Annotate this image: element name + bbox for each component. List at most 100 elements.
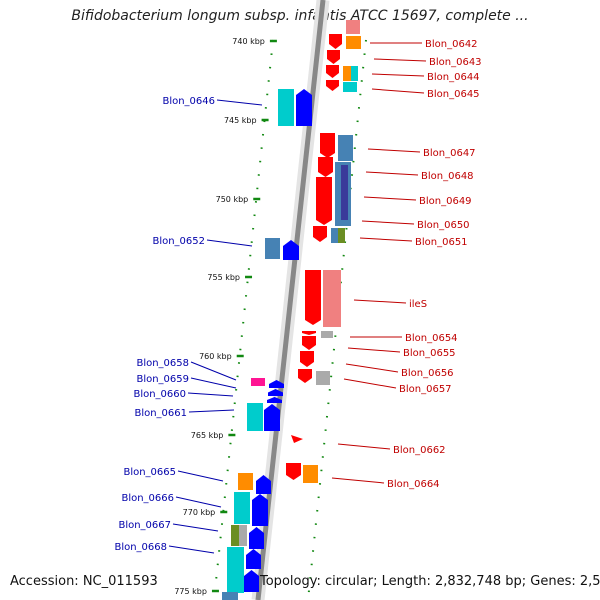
gene-arrow bbox=[249, 527, 264, 549]
callout-line bbox=[363, 196, 417, 201]
gene-label-right: Blon_0654 bbox=[405, 333, 458, 344]
gene-label-left: Blon_0666 bbox=[121, 493, 174, 504]
forward-strand-features bbox=[286, 20, 361, 483]
genome-summary-text: Topology: circular; Length: 2,832,748 bp… bbox=[260, 574, 600, 589]
gene-callouts: Blon_0642 Blon_0643 Blon_0644 Blon_0645 Blon… bbox=[114, 39, 482, 554]
gene-arrow bbox=[327, 50, 340, 64]
gene-label-right: Blon_0657 bbox=[399, 384, 452, 395]
scale-tick-label: 745 kbp bbox=[224, 116, 257, 125]
gene-label-left: Blon_0660 bbox=[133, 389, 186, 400]
callout-line bbox=[331, 477, 385, 484]
gene-label-right: Blon_0647 bbox=[423, 148, 476, 159]
callout-line bbox=[216, 99, 263, 106]
scale-ticks: 740 kbp 745 kbp 750 kbp 755 kbp 760 kbp 765 k… bbox=[174, 37, 277, 596]
cog-box bbox=[265, 238, 280, 259]
callout-line bbox=[337, 443, 391, 450]
gene-arrow bbox=[246, 549, 261, 569]
cog-box bbox=[278, 89, 294, 126]
gene-arrow bbox=[283, 240, 299, 260]
gene-arrow bbox=[313, 226, 327, 242]
cog-box bbox=[341, 165, 348, 220]
cog-box bbox=[316, 371, 330, 385]
cog-box bbox=[343, 82, 357, 92]
gene-arrow bbox=[305, 270, 321, 325]
cog-box bbox=[343, 66, 351, 81]
cog-box bbox=[239, 525, 247, 546]
callout-line bbox=[371, 88, 425, 94]
callout-line bbox=[188, 409, 235, 413]
gene-label-left: Blon_0652 bbox=[152, 236, 205, 247]
cog-box bbox=[222, 592, 238, 600]
cog-box bbox=[238, 473, 253, 490]
cog-box bbox=[323, 270, 341, 327]
gene-arrow bbox=[326, 65, 339, 78]
cog-box bbox=[231, 525, 239, 546]
scale-tick-label: 770 kbp bbox=[183, 508, 216, 517]
callout-line bbox=[371, 73, 425, 77]
gene-arrow bbox=[329, 34, 342, 49]
gene-label-right: Blon_0642 bbox=[425, 39, 478, 50]
callout-line bbox=[361, 220, 415, 225]
gene-arrow bbox=[267, 397, 282, 403]
gene-label-left: Blon_0659 bbox=[136, 374, 189, 385]
gene-arrow bbox=[300, 351, 314, 367]
scale-tick-label: 775 kbp bbox=[174, 587, 207, 596]
gene-label-right: Blon_0644 bbox=[427, 72, 480, 83]
cog-box bbox=[251, 378, 265, 386]
scale-tick-label: 760 kbp bbox=[199, 352, 232, 361]
cog-box bbox=[247, 403, 263, 431]
gene-arrow bbox=[298, 369, 312, 383]
callout-line bbox=[359, 237, 413, 242]
gene-label-right: Blon_0655 bbox=[403, 348, 456, 359]
callout-line bbox=[168, 545, 215, 554]
callout-line bbox=[206, 239, 253, 247]
gene-arrow bbox=[244, 570, 259, 592]
callout-line bbox=[175, 496, 222, 508]
gene-label-left: Blon_0661 bbox=[134, 408, 187, 419]
gene-label-left: Blon_0668 bbox=[114, 542, 167, 553]
cog-box bbox=[351, 66, 358, 81]
gene-arrow bbox=[316, 177, 332, 225]
gene-arrow bbox=[326, 80, 339, 91]
callout-line bbox=[367, 148, 421, 153]
callout-line bbox=[343, 378, 397, 389]
callout-line bbox=[347, 347, 401, 353]
cog-box bbox=[331, 228, 339, 243]
scale-tick-label: 755 kbp bbox=[207, 273, 240, 282]
gene-arrow bbox=[268, 389, 283, 396]
callout-line bbox=[172, 523, 219, 532]
gene-label-right: Blon_0649 bbox=[419, 196, 472, 207]
gene-label-right: Blon_0650 bbox=[417, 220, 470, 231]
cog-box bbox=[303, 465, 318, 483]
gene-arrow bbox=[252, 494, 268, 526]
gene-label-right: Blon_0656 bbox=[401, 368, 454, 379]
map-title: Bifidobacterium longum subsp. infantis A… bbox=[71, 8, 529, 24]
gene-arrow bbox=[291, 435, 303, 443]
gene-arrow bbox=[256, 475, 271, 494]
callout-line bbox=[345, 363, 399, 373]
gene-label-right: Blon_0648 bbox=[421, 171, 474, 182]
cog-box bbox=[234, 492, 250, 524]
gene-label-right: Blon_0664 bbox=[387, 479, 440, 490]
reverse-strand-features bbox=[222, 89, 312, 600]
gene-arrow bbox=[302, 331, 316, 335]
callout-line bbox=[177, 470, 224, 482]
cog-box bbox=[346, 36, 361, 49]
gene-arrow bbox=[269, 380, 284, 388]
gene-label-right: Blon_0662 bbox=[393, 445, 446, 456]
cog-box bbox=[338, 135, 353, 161]
callout-line bbox=[190, 377, 237, 389]
gene-label-left: Blon_0658 bbox=[136, 358, 189, 369]
callout-line bbox=[373, 58, 427, 62]
gene-label-left: Blon_0665 bbox=[123, 467, 176, 478]
cog-box bbox=[346, 20, 360, 34]
gene-label-right: Blon_0651 bbox=[415, 237, 468, 248]
callout-line bbox=[353, 299, 407, 304]
cog-box bbox=[321, 331, 333, 338]
gene-label-right: Blon_0643 bbox=[429, 57, 482, 68]
gene-arrow bbox=[302, 336, 316, 350]
gene-arrow bbox=[264, 404, 280, 431]
dna-backbone bbox=[251, 0, 330, 600]
cog-box bbox=[227, 547, 244, 593]
